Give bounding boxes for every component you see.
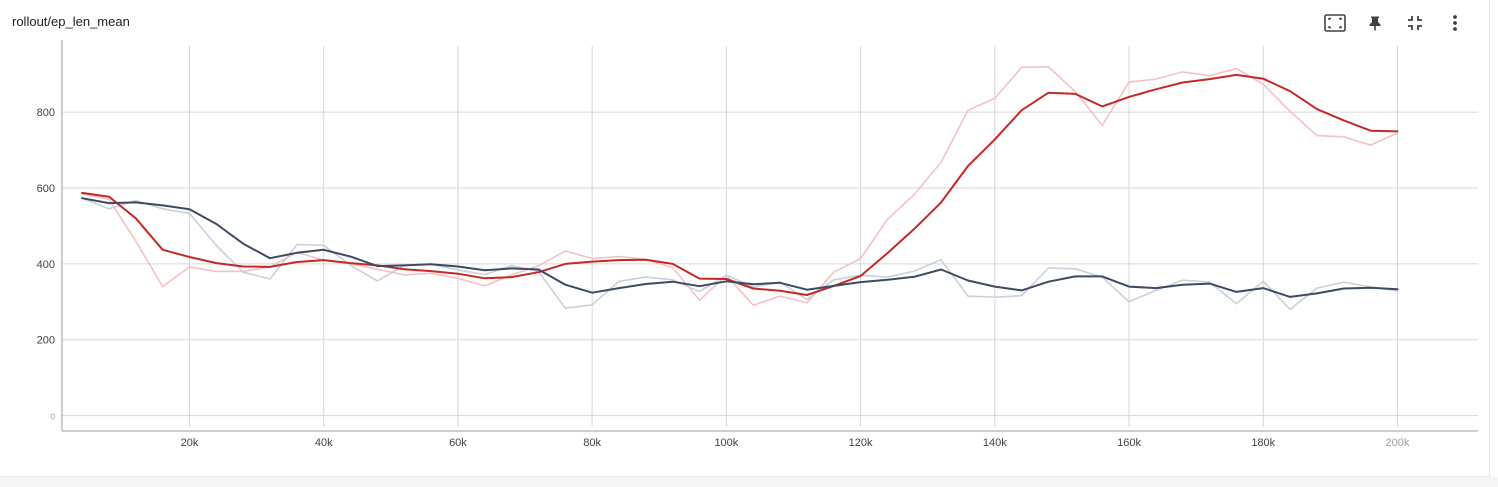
pin-icon	[1369, 16, 1381, 31]
raw-series-line-1	[81, 66, 1399, 307]
fit-domain-icon	[1324, 14, 1346, 32]
chart-card: rollout/ep_len_mean 0 200 400 600 8	[0, 0, 1490, 477]
x-tick-label: 100k	[714, 437, 738, 449]
x-tick-label: 20k	[181, 437, 199, 449]
pin-button[interactable]	[1359, 10, 1391, 36]
y-tick-label: 400	[37, 259, 55, 271]
collapse-icon	[1408, 16, 1422, 30]
y-tick-label: 0	[51, 413, 56, 422]
y-tick-label: 800	[37, 107, 55, 119]
y-tick-label: 600	[37, 183, 55, 195]
fit-domain-button[interactable]	[1319, 10, 1351, 36]
x-tick-label: 180k	[1251, 437, 1275, 449]
x-tick-label: 60k	[449, 437, 467, 449]
chart-toolbar	[1319, 10, 1471, 36]
x-tick-label: 80k	[583, 437, 601, 449]
more-options-button[interactable]	[1439, 10, 1471, 36]
line-chart[interactable]: 0 200 400 600 800 20k 40k 60k 80k 100k 120k 140k 160…	[0, 0, 1489, 476]
x-tick-label: 40k	[315, 437, 333, 449]
chart-title: rollout/ep_len_mean	[12, 14, 130, 29]
collapse-button[interactable]	[1399, 10, 1431, 36]
smoothed-series-line-2	[81, 197, 1399, 298]
x-tick-label: 160k	[1117, 437, 1141, 449]
x-tick-label: 140k	[983, 437, 1007, 449]
more-vert-icon	[1453, 15, 1457, 31]
y-tick-label: 200	[37, 335, 55, 347]
x-tick-label: 200k	[1386, 437, 1410, 449]
x-tick-label: 120k	[849, 437, 873, 449]
raw-series-line-3	[81, 197, 1399, 311]
bottom-strip	[0, 477, 1498, 487]
